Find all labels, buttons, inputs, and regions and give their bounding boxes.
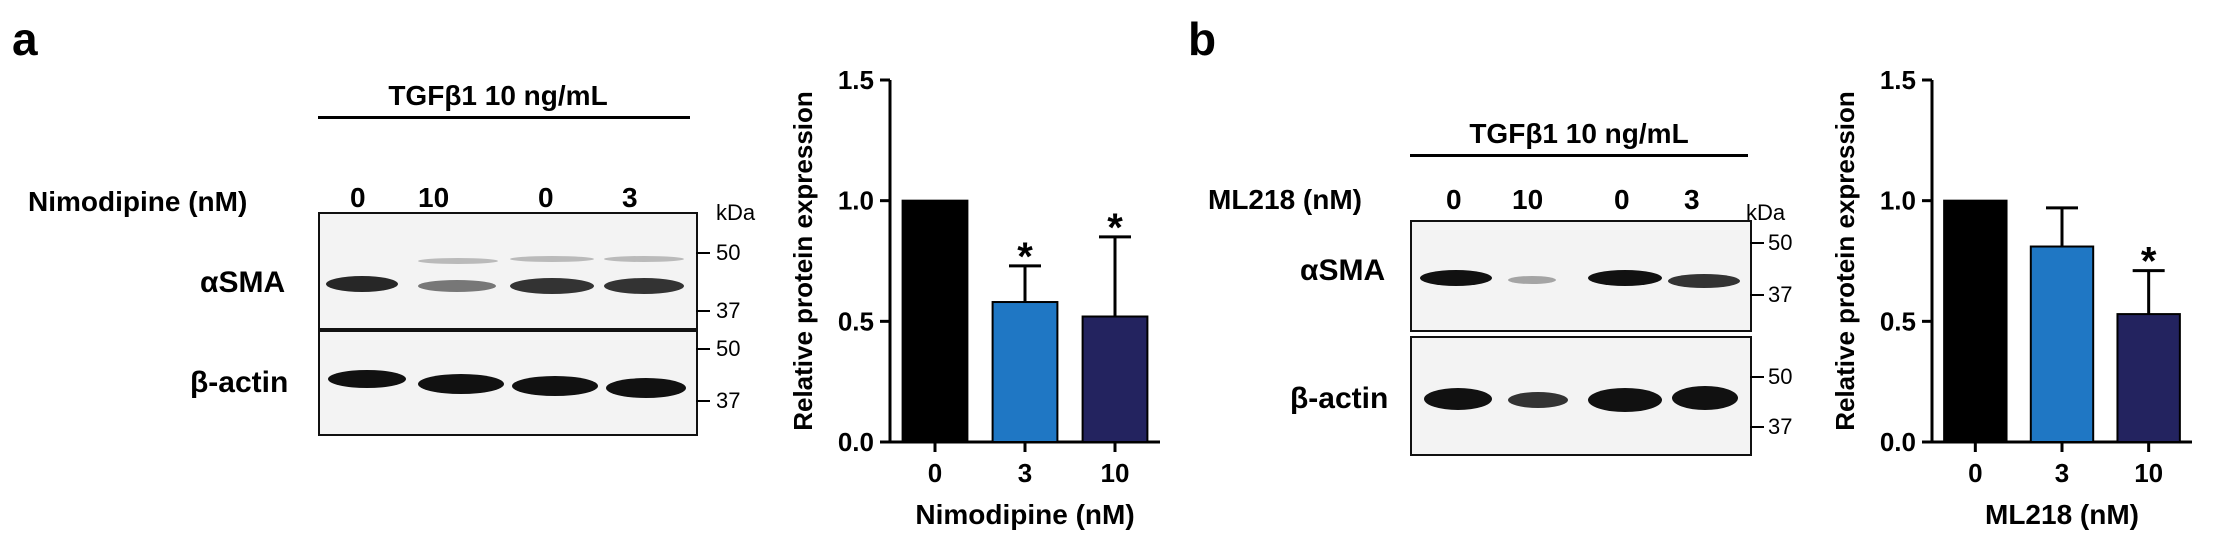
- band: [1588, 388, 1662, 412]
- mw-marker-b-asma-37: 37: [1768, 282, 1793, 307]
- y-tick-label: 0.5: [838, 306, 874, 336]
- band: [512, 376, 598, 396]
- lane-dose-b-2: 10: [1512, 184, 1544, 215]
- blot-actin-b: [1410, 336, 1752, 456]
- y-axis-label: Relative protein expression: [1830, 91, 1860, 431]
- band: [1668, 274, 1740, 288]
- y-tick-label: 0.0: [838, 427, 874, 457]
- blot-asma-a: [318, 212, 698, 330]
- panel-letter-a: a: [12, 13, 38, 65]
- x-tick-label: 3: [1018, 458, 1032, 488]
- bar-3: [991, 301, 1059, 443]
- mw-marker-a-asma-50: 50: [716, 240, 741, 265]
- kda-label-b: kDa: [1746, 200, 1786, 225]
- panel-letter-b: b: [1188, 13, 1217, 65]
- band: [1420, 270, 1492, 286]
- x-tick-label: 10: [1101, 458, 1130, 488]
- lane-dose-a-3: 0: [538, 182, 554, 213]
- significance-marker: *: [1107, 206, 1123, 250]
- treatment-label-b: TGFβ1 10 ng/mL: [1469, 118, 1689, 149]
- band: [604, 278, 684, 294]
- band: [1508, 392, 1568, 408]
- treatment-bracket-b: [1410, 154, 1748, 157]
- band: [1508, 276, 1556, 284]
- drug-label-b: ML218 (nM): [1208, 184, 1362, 215]
- mw-marker-b-actin-50: 50: [1768, 364, 1793, 389]
- mw-tick: [1750, 294, 1764, 296]
- bar-10: [2116, 313, 2181, 443]
- row-label-a-asma: αSMA: [200, 266, 286, 299]
- band: [418, 374, 504, 394]
- band: [326, 276, 398, 292]
- mw-tick: [1750, 376, 1764, 378]
- row-label-a-actin: β-actin: [190, 366, 289, 399]
- band: [604, 256, 684, 262]
- x-tick-label: 10: [2134, 458, 2163, 488]
- drug-label-a: Nimodipine (nM): [28, 186, 248, 217]
- bar-0: [1943, 199, 2008, 443]
- mw-marker-a-asma-37: 37: [716, 298, 741, 323]
- y-tick-label: 0.0: [1880, 427, 1916, 457]
- y-tick-label: 1.0: [1880, 186, 1916, 216]
- bar-chart-a: 0.0 0.5 1.0 1.5 Relative protein expression 0…: [788, 65, 1160, 530]
- band: [1588, 270, 1662, 286]
- band: [418, 258, 498, 264]
- band: [510, 256, 594, 262]
- significance-marker: *: [1017, 235, 1033, 279]
- lane-dose-b-1: 0: [1446, 184, 1462, 215]
- lane-dose-a-2: 10: [418, 182, 450, 213]
- kda-label-a: kDa: [716, 200, 756, 225]
- blot-actin-a: [318, 330, 698, 436]
- mw-marker-b-asma-50: 50: [1768, 230, 1793, 255]
- mw-tick: [696, 400, 710, 402]
- mw-marker-b-actin-37: 37: [1768, 414, 1793, 439]
- bar-chart-b: 0.0 0.5 1.0 1.5 Relative protein expression 0…: [1830, 65, 2192, 530]
- bar-10: [1081, 315, 1149, 443]
- y-tick-label: 1.5: [838, 65, 874, 95]
- blot-asma-b: [1410, 220, 1752, 332]
- row-label-b-actin: β-actin: [1290, 382, 1389, 415]
- bar-3: [2029, 245, 2095, 443]
- treatment-bracket-a: [318, 116, 690, 119]
- lane-dose-a-4: 3: [622, 182, 638, 213]
- x-tick-label: 0: [1968, 458, 1982, 488]
- significance-marker: *: [2141, 240, 2157, 284]
- y-tick-label: 1.0: [838, 186, 874, 216]
- lane-dose-b-4: 3: [1684, 184, 1700, 215]
- mw-tick: [696, 348, 710, 350]
- band: [418, 280, 496, 292]
- mw-tick: [696, 310, 710, 312]
- mw-tick: [1750, 426, 1764, 428]
- mw-tick: [696, 252, 710, 254]
- x-axis-label: ML218 (nM): [1985, 499, 2139, 530]
- mw-marker-a-actin-50: 50: [716, 336, 741, 361]
- y-tick-label: 1.5: [1880, 65, 1916, 95]
- band: [510, 278, 594, 294]
- band: [1424, 388, 1492, 410]
- mw-marker-a-actin-37: 37: [716, 388, 741, 413]
- mw-tick: [1750, 242, 1764, 244]
- band: [606, 378, 686, 398]
- x-tick-label: 0: [928, 458, 942, 488]
- bar-0: [901, 199, 969, 443]
- x-tick-label: 3: [2055, 458, 2069, 488]
- band: [1672, 386, 1738, 410]
- row-label-b-asma: αSMA: [1300, 254, 1386, 287]
- lane-dose-a-1: 0: [350, 182, 366, 213]
- x-axis-label: Nimodipine (nM): [915, 499, 1134, 530]
- y-tick-label: 0.5: [1880, 306, 1916, 336]
- lane-dose-b-3: 0: [1614, 184, 1630, 215]
- treatment-label-a: TGFβ1 10 ng/mL: [388, 80, 608, 111]
- band: [328, 370, 406, 388]
- y-axis-label: Relative protein expression: [788, 91, 818, 431]
